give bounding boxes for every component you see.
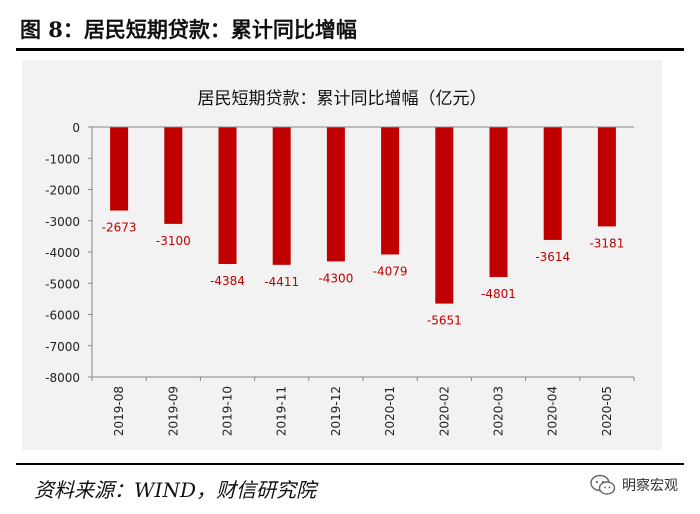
x-tick-label: 2020-04: [546, 386, 560, 436]
chart-panel: 居民短期贷款：累计同比增幅（亿元） 0 -1000 -2000 -3000 -4000 -…: [22, 60, 662, 450]
y-tick-label: -1000: [45, 152, 80, 166]
x-tick-label: 2019-12: [329, 386, 343, 436]
chart-title: 居民短期贷款：累计同比增幅（亿元）: [198, 89, 487, 109]
bar: [326, 127, 345, 262]
data-label: -3614: [535, 250, 570, 264]
bar: [543, 127, 562, 240]
x-tick-label: 2020-05: [600, 386, 614, 436]
y-tick-label: -8000: [45, 371, 80, 385]
figure-title: 图 8：居民短期贷款：累计同比增幅: [20, 17, 357, 42]
wechat-icon: [590, 474, 616, 495]
bar: [597, 127, 616, 227]
y-tick-label: -2000: [45, 184, 80, 198]
bar-chart: 居民短期贷款：累计同比增幅（亿元） 0 -1000 -2000 -3000 -4000 -…: [45, 89, 635, 436]
bar: [381, 127, 400, 255]
x-tick-label: 2020-01: [383, 386, 397, 436]
data-label: -4079: [373, 264, 408, 278]
data-label: -2673: [102, 221, 137, 235]
x-tick-label: 2020-03: [492, 386, 506, 436]
data-label: -4384: [210, 274, 245, 288]
x-tick-label: 2019-11: [275, 386, 289, 436]
bar: [489, 127, 508, 278]
x-tick-label: 2019-09: [166, 386, 180, 436]
x-tick-label: 2019-10: [221, 386, 235, 436]
watermark: 明察宏观: [590, 474, 678, 496]
y-tick-label: -5000: [45, 277, 80, 291]
bar: [164, 127, 183, 224]
x-tick-label: 2020-02: [437, 386, 451, 436]
watermark-label: 明察宏观: [622, 478, 678, 494]
bar: [110, 127, 129, 211]
bar: [435, 127, 454, 304]
y-tick-label: -3000: [45, 215, 80, 229]
top-rule: [16, 48, 684, 51]
y-tick-label: -7000: [45, 340, 80, 354]
y-tick-label: -4000: [45, 246, 80, 260]
y-tick-label: -6000: [45, 309, 80, 323]
data-label: -4300: [318, 271, 353, 285]
data-label: -4801: [481, 287, 516, 301]
data-label: -3181: [589, 236, 624, 250]
x-tick-label: 2019-08: [112, 386, 126, 436]
bar: [272, 127, 291, 265]
bar: [218, 127, 237, 264]
y-tick-label: 0: [72, 121, 80, 135]
data-label: -4411: [264, 275, 299, 289]
data-label: -3100: [156, 234, 191, 248]
bottom-rule: [16, 463, 684, 465]
source-note: 资料来源：WIND，财信研究院: [34, 478, 316, 502]
data-label: -5651: [427, 314, 462, 328]
